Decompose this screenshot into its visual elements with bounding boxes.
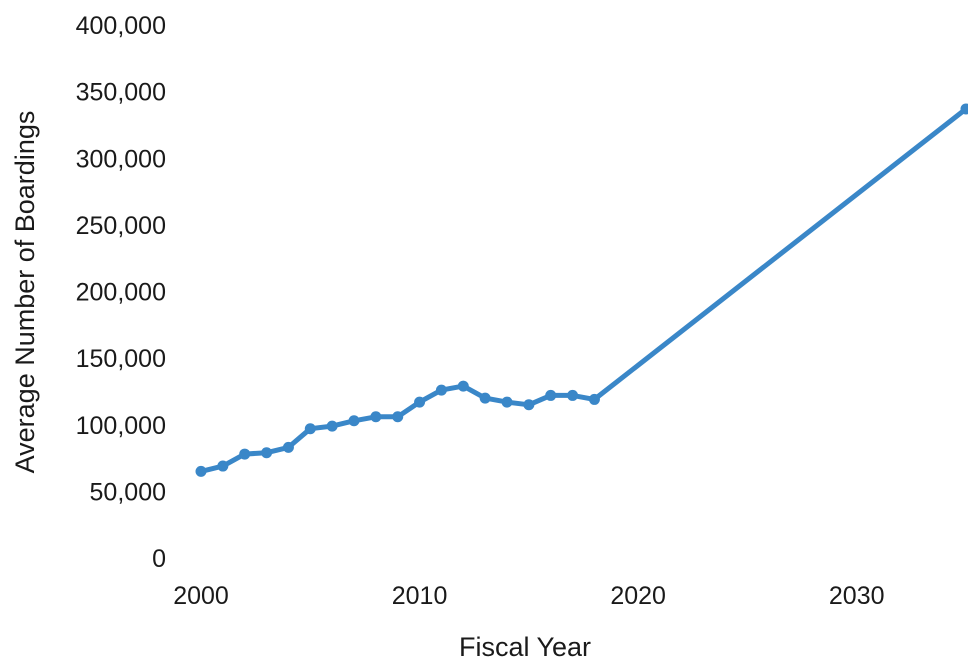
data-point [348, 415, 360, 427]
x-tick-label: 2010 [392, 582, 448, 610]
data-point [326, 420, 338, 432]
y-tick-label: 400,000 [76, 12, 166, 40]
data-point [304, 423, 316, 435]
x-axis-title: Fiscal Year [459, 632, 591, 662]
data-point [501, 396, 513, 408]
y-tick-label: 200,000 [76, 279, 166, 307]
y-tick-label: 50,000 [90, 478, 166, 506]
data-point [414, 396, 426, 408]
data-point [370, 411, 382, 423]
plot-area [195, 103, 968, 477]
y-axis-title: Average Number of Boardings [10, 111, 40, 474]
data-point [588, 393, 600, 405]
data-point [960, 103, 968, 115]
data-point [261, 447, 273, 459]
data-point [282, 441, 294, 453]
x-axis-ticks: 2000 2010 2020 2030 [173, 582, 884, 610]
data-point [195, 465, 207, 477]
y-tick-label: 250,000 [76, 212, 166, 240]
data-point [545, 389, 557, 401]
data-point [567, 389, 579, 401]
y-axis-ticks: 0 50,000 100,000 150,000 200,000 250,000 300,0… [76, 12, 166, 573]
y-tick-label: 100,000 [76, 412, 166, 440]
y-tick-label: 0 [152, 545, 166, 573]
data-point [392, 411, 404, 423]
x-tick-label: 2000 [173, 582, 229, 610]
y-tick-label: 150,000 [76, 345, 166, 373]
data-point [217, 460, 229, 472]
data-point [457, 380, 469, 392]
x-tick-label: 2030 [829, 582, 885, 610]
x-tick-label: 2020 [610, 582, 666, 610]
data-point [435, 384, 447, 396]
data-point [479, 392, 491, 404]
series-line [198, 106, 968, 474]
data-point [523, 399, 535, 411]
y-tick-label: 300,000 [76, 145, 166, 173]
y-tick-label: 350,000 [76, 79, 166, 107]
data-point [239, 448, 251, 460]
